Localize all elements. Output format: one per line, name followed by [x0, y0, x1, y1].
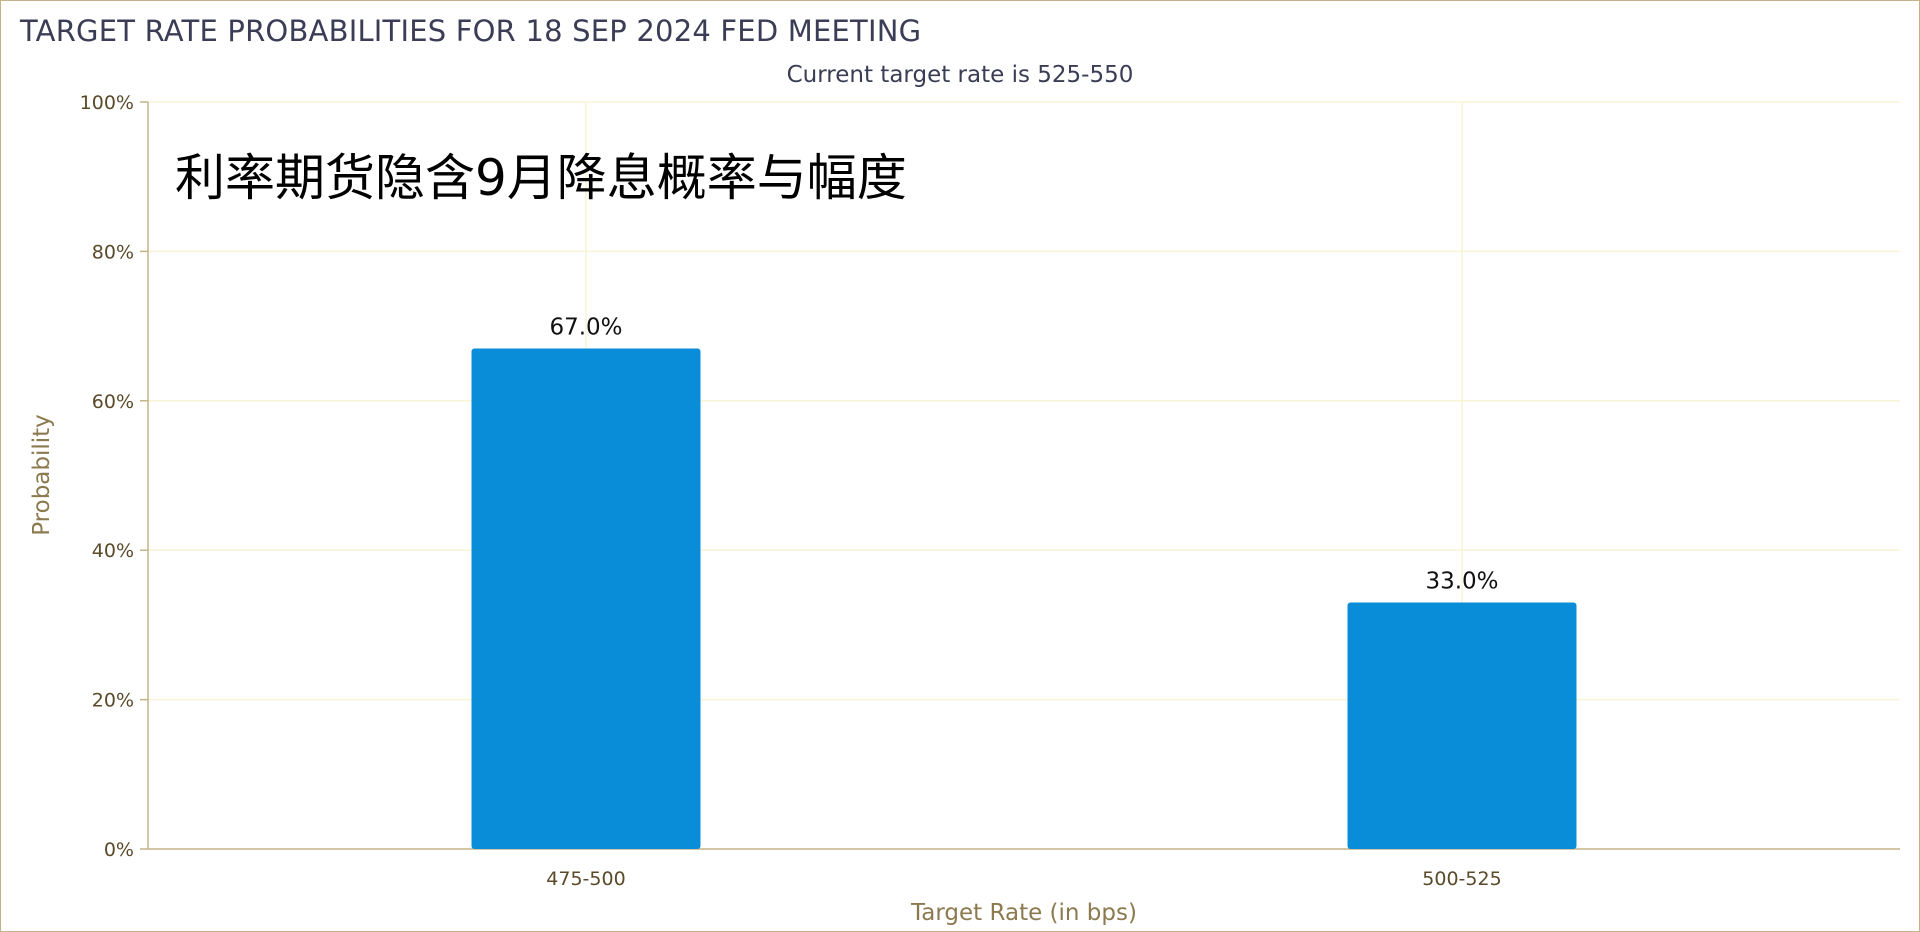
chart-subtitle: Current target rate is 525-550	[786, 62, 1134, 88]
data-label: 33.0%	[1425, 568, 1498, 594]
bar	[1347, 602, 1577, 849]
bar	[471, 348, 701, 849]
x-tick-label: 475-500	[546, 868, 625, 890]
x-axis-label: Target Rate (in bps)	[911, 900, 1137, 926]
data-label: 67.0%	[549, 315, 622, 341]
y-tick-label: 20%	[92, 690, 134, 712]
chart-annotation: 利率期货隐含9月降息概率与幅度	[175, 149, 907, 207]
y-tick-label: 80%	[92, 241, 134, 263]
chart-title: TARGET RATE PROBABILITIES FOR 18 SEP 202…	[20, 14, 922, 48]
x-tick-label: 500-525	[1422, 868, 1501, 890]
y-tick-label: 60%	[92, 391, 134, 413]
y-tick-label: 100%	[80, 92, 134, 114]
y-tick-label: 0%	[104, 839, 134, 861]
y-axis-label: Probability	[29, 414, 55, 536]
y-tick-label: 40%	[92, 540, 134, 562]
